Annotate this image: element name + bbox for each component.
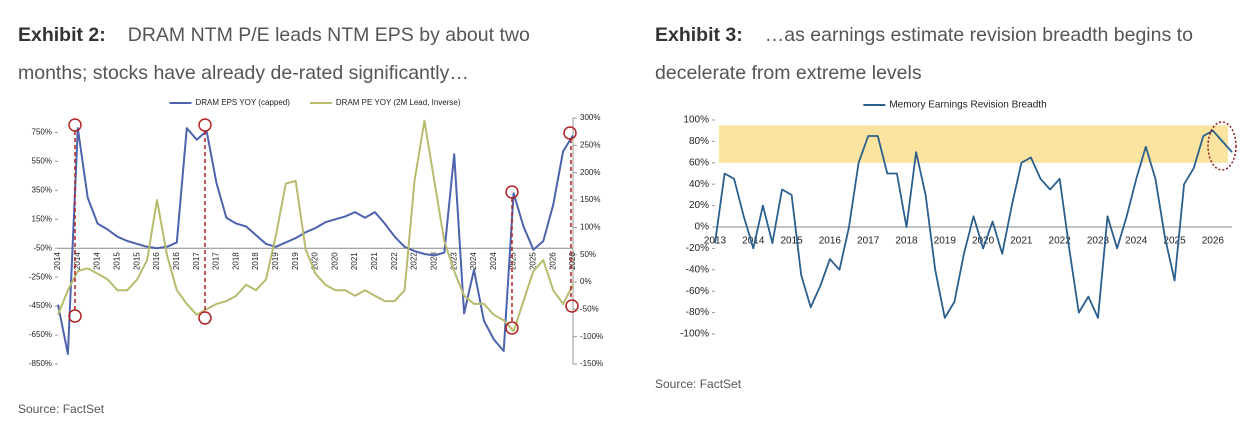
annotation-circle bbox=[198, 118, 212, 132]
x-tick-label: 2019 bbox=[291, 252, 300, 270]
y2-tick-label: 0% bbox=[580, 277, 592, 286]
x-tick-label: 2016 bbox=[152, 252, 161, 270]
y2-tick-label: 300% bbox=[580, 113, 600, 122]
x-tick-label: 2015 bbox=[780, 236, 803, 247]
y-tick-label: -40% bbox=[686, 264, 709, 275]
y2-tick-label: 150% bbox=[580, 195, 600, 204]
x-tick-label: 2021 bbox=[350, 252, 359, 270]
data-line bbox=[57, 127, 574, 355]
title-block: Exhibit 3: …as earnings estimate revision… bbox=[655, 16, 1235, 92]
annotation-circle bbox=[68, 309, 82, 323]
y2-tick-label: 50% bbox=[580, 250, 596, 259]
y2-tick-label: 100% bbox=[580, 222, 600, 231]
x-tick-label: 2017 bbox=[192, 252, 201, 270]
y-tick-label: -80% bbox=[686, 307, 709, 318]
y-tick-label: -650% bbox=[29, 330, 52, 339]
y2-tick-label: 200% bbox=[580, 168, 600, 177]
title-block: Exhibit 2: DRAM NTM P/E leads NTM EPS by … bbox=[18, 16, 598, 92]
data-line bbox=[714, 129, 1233, 319]
x-tick-label: 2019 bbox=[934, 236, 957, 247]
x-tick-label: 2025 bbox=[509, 252, 518, 270]
y-tick-label: -50% bbox=[33, 243, 52, 252]
annotation-circle bbox=[198, 311, 212, 325]
annotation-circle bbox=[505, 185, 519, 199]
x-tick-label: 2023 bbox=[1087, 236, 1110, 247]
y2-tick-label: 250% bbox=[580, 140, 600, 149]
x-tick-label: 2026 bbox=[548, 252, 557, 270]
x-tick-label: 2024 bbox=[1125, 236, 1148, 247]
exhibit-label: Exhibit 3: bbox=[655, 24, 743, 46]
y-tick-label: -450% bbox=[29, 301, 52, 310]
y-tick-label: 60% bbox=[689, 157, 709, 168]
y-tick-label: -100% bbox=[680, 329, 709, 340]
annotation-circle bbox=[565, 299, 579, 313]
source-note: Source: FactSet bbox=[655, 377, 742, 391]
annotation-ellipse bbox=[1207, 121, 1237, 171]
x-tick-label: 2017 bbox=[857, 236, 880, 247]
y-tick-label: 550% bbox=[32, 157, 52, 166]
y-tick-label: 350% bbox=[32, 185, 52, 194]
y-tick-label: 40% bbox=[689, 179, 709, 190]
highlight-band bbox=[719, 125, 1228, 163]
x-tick-label: 2026 bbox=[568, 252, 577, 270]
x-tick-label: 2022 bbox=[410, 252, 419, 270]
x-tick-label: 2018 bbox=[895, 236, 918, 247]
x-tick-label: 2015 bbox=[132, 252, 141, 270]
y2-tick-label: -50% bbox=[580, 304, 599, 313]
x-tick-label: 2015 bbox=[113, 252, 122, 270]
annotations bbox=[68, 118, 1237, 335]
x-tick-label: 2016 bbox=[172, 252, 181, 270]
x-tick-label: 2020 bbox=[330, 252, 339, 270]
y-tick-label: -20% bbox=[686, 243, 709, 254]
legend-label: DRAM PE YOY (2M Lead, Inverse) bbox=[336, 98, 461, 107]
x-tick-label: 2020 bbox=[311, 252, 320, 270]
x-tick-label: 2022 bbox=[1049, 236, 1072, 247]
x-tick-label: 2026 bbox=[1202, 236, 1225, 247]
x-tick-label: 2024 bbox=[469, 252, 478, 270]
annotation-circle bbox=[563, 126, 577, 140]
annotation-circle bbox=[68, 118, 82, 132]
x-tick-label: 2014 bbox=[53, 252, 62, 270]
x-tick-label: 2019 bbox=[271, 252, 280, 270]
x-tick-label: 2014 bbox=[93, 252, 102, 270]
x-tick-label: 2025 bbox=[1163, 236, 1186, 247]
x-tick-label: 2023 bbox=[449, 252, 458, 270]
x-tick-label: 2018 bbox=[251, 252, 260, 270]
y2-tick-label: -100% bbox=[580, 332, 603, 341]
y-tick-label: 0% bbox=[695, 222, 710, 233]
source-note: Source: FactSet bbox=[18, 402, 105, 416]
annotation-circle bbox=[505, 321, 519, 335]
y-tick-label: -250% bbox=[29, 272, 52, 281]
x-tick-label: 2024 bbox=[489, 252, 498, 270]
x-tick-label: 2017 bbox=[212, 252, 221, 270]
x-tick-label: 2016 bbox=[819, 236, 842, 247]
exhibit-label: Exhibit 2: bbox=[18, 24, 106, 46]
x-tick-label: 2018 bbox=[231, 252, 240, 270]
x-tick-label: 2014 bbox=[73, 252, 82, 270]
x-tick-label: 2022 bbox=[390, 252, 399, 270]
x-tick-label: 2023 bbox=[429, 252, 438, 270]
y-tick-label: 20% bbox=[689, 200, 709, 211]
y-tick-label: 750% bbox=[32, 128, 52, 137]
x-tick-label: 2021 bbox=[370, 252, 379, 270]
chart-title: DRAM NTM P/E leads NTM EPS by about two … bbox=[18, 24, 530, 84]
y-tick-label: 100% bbox=[683, 115, 709, 126]
x-tick-label: 2025 bbox=[528, 252, 537, 270]
y-tick-label: -60% bbox=[686, 286, 709, 297]
y-tick-label: 150% bbox=[32, 214, 52, 223]
y-tick-label: 80% bbox=[689, 136, 709, 147]
legend-label: DRAM EPS YOY (capped) bbox=[195, 98, 290, 107]
chart-title: …as earnings estimate revision breadth b… bbox=[655, 24, 1193, 84]
x-tick-label: 2020 bbox=[972, 236, 995, 247]
data-line bbox=[57, 119, 574, 333]
x-tick-label: 2014 bbox=[742, 236, 765, 247]
x-tick-label: 2021 bbox=[1010, 236, 1033, 247]
y2-tick-label: -150% bbox=[580, 359, 603, 368]
legend-label: Memory Earnings Revision Breadth bbox=[889, 100, 1046, 111]
y-tick-label: -850% bbox=[29, 359, 52, 368]
